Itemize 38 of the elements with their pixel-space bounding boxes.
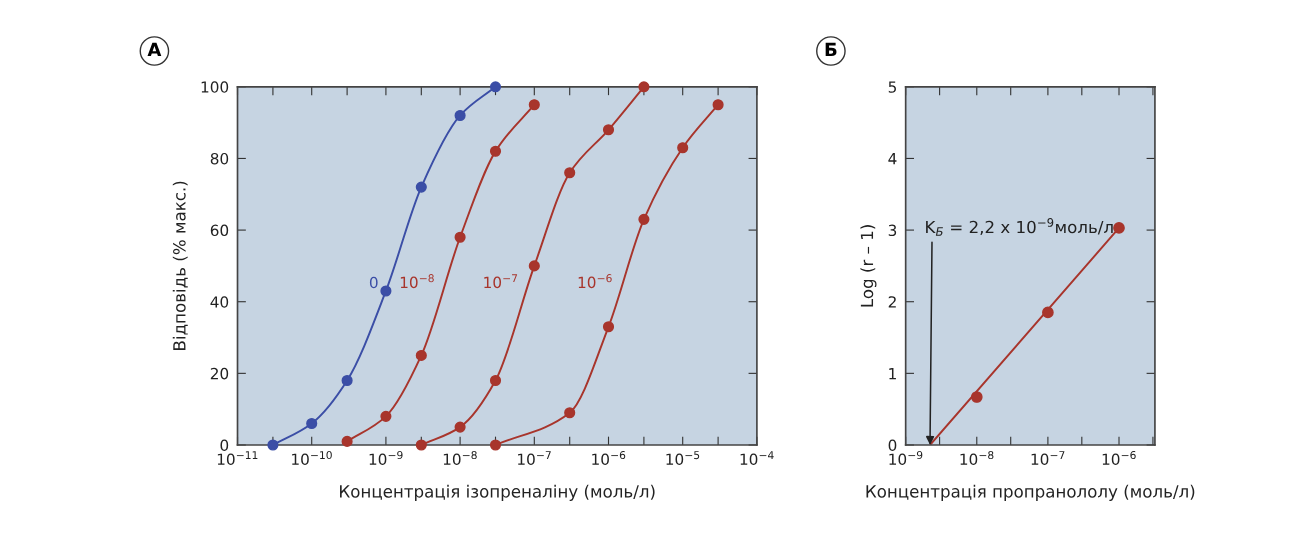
x-axis-title: Концентрація пропранололу (моль/л) (866, 484, 1195, 501)
y-tick-label: 40 (210, 296, 229, 308)
y-tick-label: 80 (210, 152, 229, 165)
y-tick-label: 2 (888, 296, 896, 308)
y-tick-label: 60 (210, 224, 229, 237)
chart-title: А (147, 42, 162, 56)
annotation: K$_{Б}$ = 2,2 x 10$^{−9}$моль/л (926, 218, 1113, 236)
x-tick-label: 10$^{−10}$ (292, 451, 332, 466)
x-tick-label: 10$^{−4}$ (740, 451, 774, 466)
y-tick-label: 3 (888, 224, 897, 237)
y-tick-label: 20 (210, 367, 229, 380)
y-axis-title: Відповідь (% макс.) (172, 181, 188, 350)
x-tick-label: 10$^{−6}$ (1102, 451, 1136, 466)
point (1042, 306, 1054, 319)
y-tick-label: 1 (889, 368, 896, 380)
x-tick-label: 10$^{−7}$ (518, 451, 551, 466)
series-label: 10$^{−7}$ (484, 274, 518, 289)
series-label: 0 (369, 276, 378, 289)
x-tick-label: 10$^{−5}$ (666, 451, 700, 466)
point (1113, 222, 1125, 234)
x-tick-label: 10$^{−8}$ (443, 451, 477, 466)
x-axis-title: Концентрація ізопреналіну (моль/л) (340, 484, 655, 501)
chart-title: Б (825, 42, 837, 56)
x-tick-label: 10$^{−6}$ (592, 451, 626, 466)
y-tick-label: 0 (220, 439, 229, 452)
y-tick-label: 100 (201, 81, 229, 93)
y-tick-label: 0 (888, 439, 897, 452)
series-label: 10$^{−8}$ (400, 274, 434, 289)
x-tick-label: 10$^{−7}$ (1031, 451, 1065, 466)
point (970, 391, 983, 403)
x-tick-label: 10$^{−8}$ (960, 451, 994, 466)
y-tick-label: 4 (888, 153, 897, 165)
y-axis-title: Log (r – 1) (860, 225, 877, 307)
x-tick-label: 10$^{−9}$ (369, 451, 403, 466)
y-tick-label: 5 (888, 81, 896, 93)
x-tick-label: 10$^{−11}$ (217, 451, 258, 466)
series-label: 10$^{−6}$ (578, 274, 612, 289)
x-tick-label: 10$^{−9}$ (889, 451, 923, 466)
